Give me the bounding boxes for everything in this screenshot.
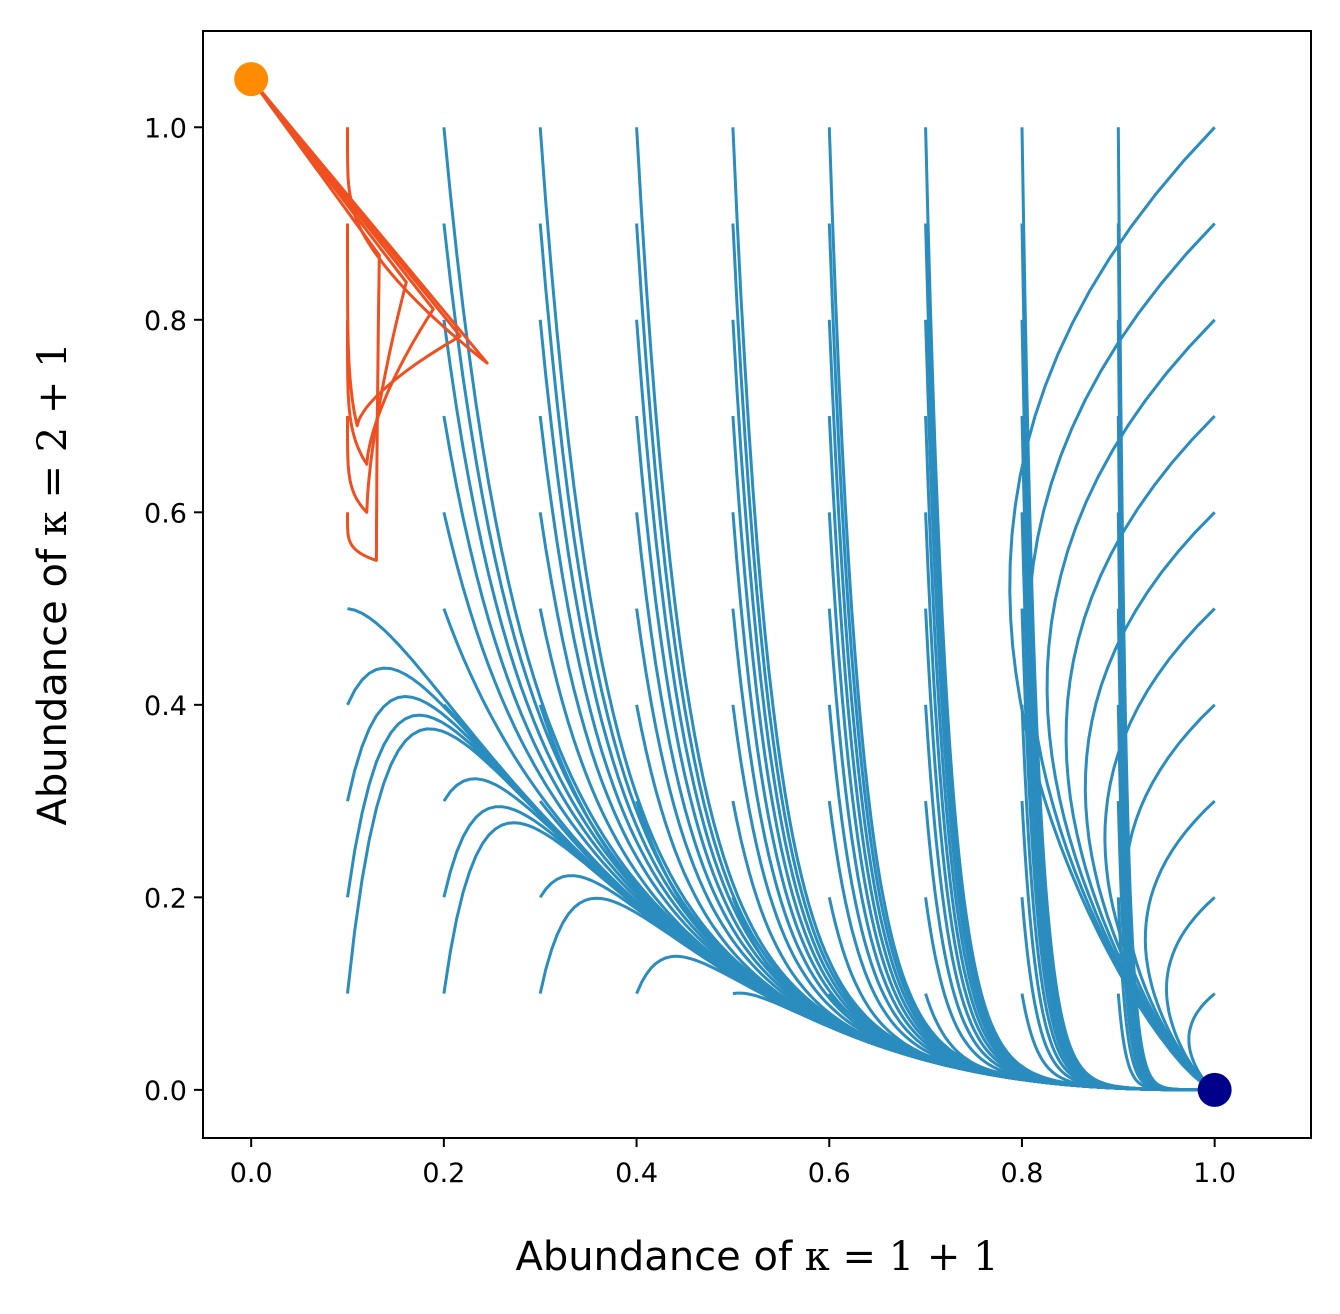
trajectory-line (442, 805, 1215, 1092)
fixed-point-marker (234, 62, 269, 97)
fixed-points-layer (234, 62, 1232, 1107)
fixed-point-marker (1197, 1072, 1232, 1107)
trajectory-line (538, 512, 1215, 1092)
x-tick-label: 0.8 (1000, 1158, 1043, 1189)
x-tick-label: 0.6 (808, 1158, 851, 1189)
x-tick-label: 1.0 (1193, 1158, 1236, 1189)
x-axis-label-text: Abundance of (515, 1234, 804, 1280)
y-tick-label: 0.6 (144, 498, 187, 529)
y-axis-label: Abundance of κ = 2 + 1 (30, 342, 76, 825)
trajectory-line (538, 319, 1215, 1092)
y-tick-label: 0.8 (144, 306, 187, 337)
trajectory-line (1083, 511, 1216, 1092)
plot-frame (202, 30, 1312, 1139)
y-tick-label: 0.0 (144, 1076, 187, 1107)
trajectory-line (442, 821, 1215, 1092)
y-axis-label-math: κ = 2 + 1 (30, 342, 76, 536)
trajectory-line (442, 511, 1215, 1092)
trajectory-line (250, 78, 408, 514)
trajectory-line (250, 78, 462, 428)
trajectory-line (249, 78, 381, 562)
y-axis-label-text: Abundance of (30, 536, 76, 825)
x-tick-label: 0.2 (422, 1158, 465, 1189)
trajectory-line (250, 78, 489, 365)
trajectory-line (250, 78, 435, 466)
x-tick-label: 0.0 (230, 1158, 273, 1189)
y-axis-ticks: 0.0 0.2 0.4 0.6 0.8 1.0 (144, 113, 203, 1107)
trajectory-layer (249, 78, 1216, 1092)
y-tick-label: 1.0 (144, 113, 187, 144)
trajectory-line (538, 415, 1215, 1092)
y-tick-label: 0.4 (144, 691, 187, 722)
x-axis-ticks: 0.0 0.2 0.4 0.6 0.8 1.0 (230, 1138, 1236, 1189)
x-axis-label-math: κ = 1 + 1 (805, 1234, 999, 1280)
y-tick-label: 0.2 (144, 883, 187, 914)
trajectory-line (1165, 896, 1216, 1092)
x-tick-label: 0.4 (615, 1158, 658, 1189)
x-axis-label: Abundance of κ = 1 + 1 (515, 1234, 998, 1280)
trajectory-line (1008, 126, 1216, 1092)
